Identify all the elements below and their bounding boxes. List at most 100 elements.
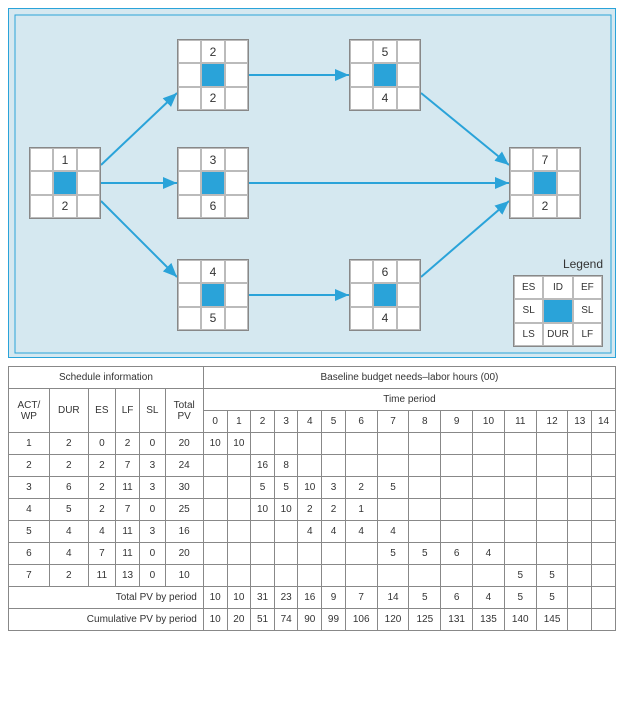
time-col-2: 2 [251,411,275,433]
total-pv-row-cell: 5 [409,587,441,609]
node-dur: 4 [373,87,396,110]
node-cell [178,63,201,86]
cell-sl: 0 [140,499,165,521]
node-cell [178,87,201,110]
cell-time: 5 [536,565,568,587]
activity-node-5: 54 [349,39,421,111]
cell-time [441,433,473,455]
cell-act: 6 [9,543,50,565]
cell-time: 6 [441,543,473,565]
cell-time [592,565,616,587]
node-cell [77,171,100,194]
total-pv-row-cell [568,587,592,609]
cumulative-pv-row-cell: 131 [441,609,473,631]
cell-time: 2 [322,499,346,521]
cell-time [274,521,298,543]
activity-node-6: 64 [349,259,421,331]
legend-es: ES [514,276,543,299]
node-cell [225,87,248,110]
total-pv-row-cell: 4 [473,587,505,609]
cell-time [536,499,568,521]
cell-time [203,521,227,543]
cumulative-pv-row-cell [568,609,592,631]
col-act: ACT/ WP [9,389,50,433]
cell-time: 5 [251,477,275,499]
cell-time [409,455,441,477]
cell-time: 1 [345,499,377,521]
cell-time: 5 [409,543,441,565]
cell-time: 5 [504,565,536,587]
cumulative-pv-row-cell: 106 [345,609,377,631]
total-pv-row-cell: 7 [345,587,377,609]
total-pv-row-cell: 16 [298,587,322,609]
total-pv-row-cell: 6 [441,587,473,609]
cell-time [441,499,473,521]
cell-time [536,521,568,543]
cell-time: 2 [298,499,322,521]
node-cell [510,171,533,194]
cell-time [251,565,275,587]
cell-time [504,477,536,499]
cell-time [568,499,592,521]
total-pv-row: Total PV by period1010312316971456455 [9,587,616,609]
cell-sl: 3 [140,521,165,543]
cumulative-pv-row-cell [592,609,616,631]
cell-dur: 5 [49,499,88,521]
time-col-3: 3 [274,411,298,433]
cell-dur: 6 [49,477,88,499]
table-row: 45270251010221 [9,499,616,521]
total-pv-row-cell: 10 [203,587,227,609]
cell-sl: 0 [140,543,165,565]
cell-time [409,521,441,543]
cell-time [251,543,275,565]
cell-time [345,565,377,587]
cumulative-pv-row-cell: 74 [274,609,298,631]
cell-time [473,499,505,521]
cell-time [568,477,592,499]
node-cell [225,307,248,330]
cell-tpv: 30 [165,477,203,499]
cell-time [274,543,298,565]
cell-lf: 2 [115,433,139,455]
cumulative-pv-row-cell: 10 [203,609,227,631]
node-center [201,283,224,306]
cell-es: 11 [88,565,115,587]
cell-dur: 4 [49,543,88,565]
cell-time [227,565,251,587]
cell-time [377,499,409,521]
node-center [373,283,396,306]
node-id: 7 [533,148,556,171]
cell-dur: 2 [49,455,88,477]
cell-time [473,433,505,455]
time-col-6: 6 [345,411,377,433]
legend-ef: EF [573,276,602,299]
cell-act: 3 [9,477,50,499]
cell-time: 10 [298,477,322,499]
time-col-7: 7 [377,411,409,433]
node-cell [178,307,201,330]
cell-time [203,499,227,521]
node-id: 3 [201,148,224,171]
total-pv-row-cell: 5 [536,587,568,609]
cell-time [203,565,227,587]
cell-time: 5 [377,543,409,565]
cell-tpv: 20 [165,543,203,565]
cell-time: 10 [274,499,298,521]
time-col-11: 11 [504,411,536,433]
cell-time [274,565,298,587]
cell-time: 10 [227,433,251,455]
cell-time [227,499,251,521]
cell-time: 3 [322,477,346,499]
node-dur: 5 [201,307,224,330]
activity-node-2: 22 [177,39,249,111]
cell-time [345,433,377,455]
cell-dur: 2 [49,565,88,587]
cell-time [592,499,616,521]
cell-time [568,433,592,455]
cell-lf: 13 [115,565,139,587]
node-id: 1 [53,148,76,171]
cumulative-pv-row-cell: 99 [322,609,346,631]
cell-lf: 11 [115,543,139,565]
node-id: 2 [201,40,224,63]
node-cell [510,195,533,218]
